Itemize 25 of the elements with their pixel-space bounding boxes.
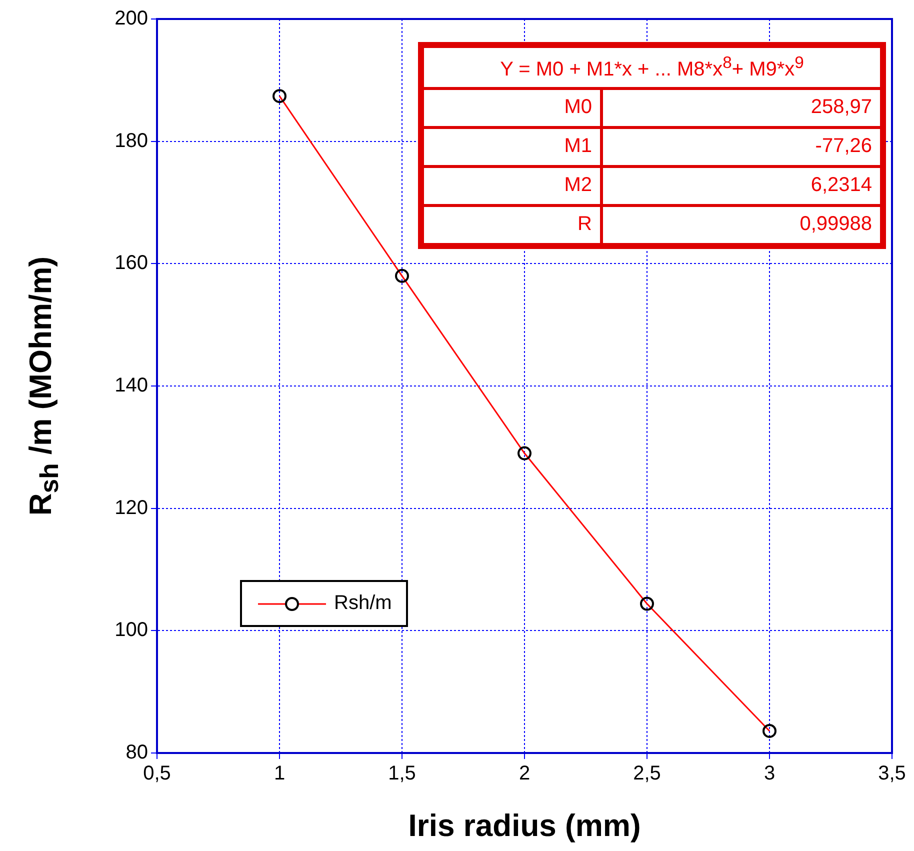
x-tick-label: 3,5 — [878, 762, 906, 785]
y-tick-label: 100 — [114, 619, 148, 642]
annotation: -77,26 — [602, 127, 883, 166]
y-tick-label: 200 — [114, 8, 148, 30]
annotation: 258,97 — [602, 88, 883, 128]
y-tick-label: 140 — [114, 374, 148, 397]
annotation: R — [421, 205, 602, 246]
x-tick-label: 1 — [274, 762, 286, 785]
x-tick-label: 1,5 — [388, 762, 416, 785]
x-tick-label: 2 — [518, 762, 530, 785]
x-axis-title: Iris radius (mm) — [407, 808, 642, 844]
annotation: M2 — [421, 166, 602, 206]
annotation: 6,2314 — [602, 166, 883, 206]
x-tick-label: 0,5 — [143, 762, 171, 785]
x-tick-label: 2,5 — [633, 762, 661, 785]
legend-label: Rsh/m — [334, 592, 392, 615]
x-tick-label: 3 — [764, 762, 776, 785]
y-tick-label: 160 — [114, 252, 148, 274]
annotation: Y = M0 + M1*x + ... M8*x$^{8}$+ M9*x$^{9}$ — [421, 45, 883, 88]
y-tick-label: 120 — [114, 496, 148, 519]
annotation: 0,99988 — [602, 205, 883, 246]
y-tick-label: 80 — [126, 742, 148, 764]
annotation: M0 — [421, 88, 602, 128]
y-tick-label: 180 — [114, 130, 148, 152]
annotation: M1 — [421, 127, 602, 166]
